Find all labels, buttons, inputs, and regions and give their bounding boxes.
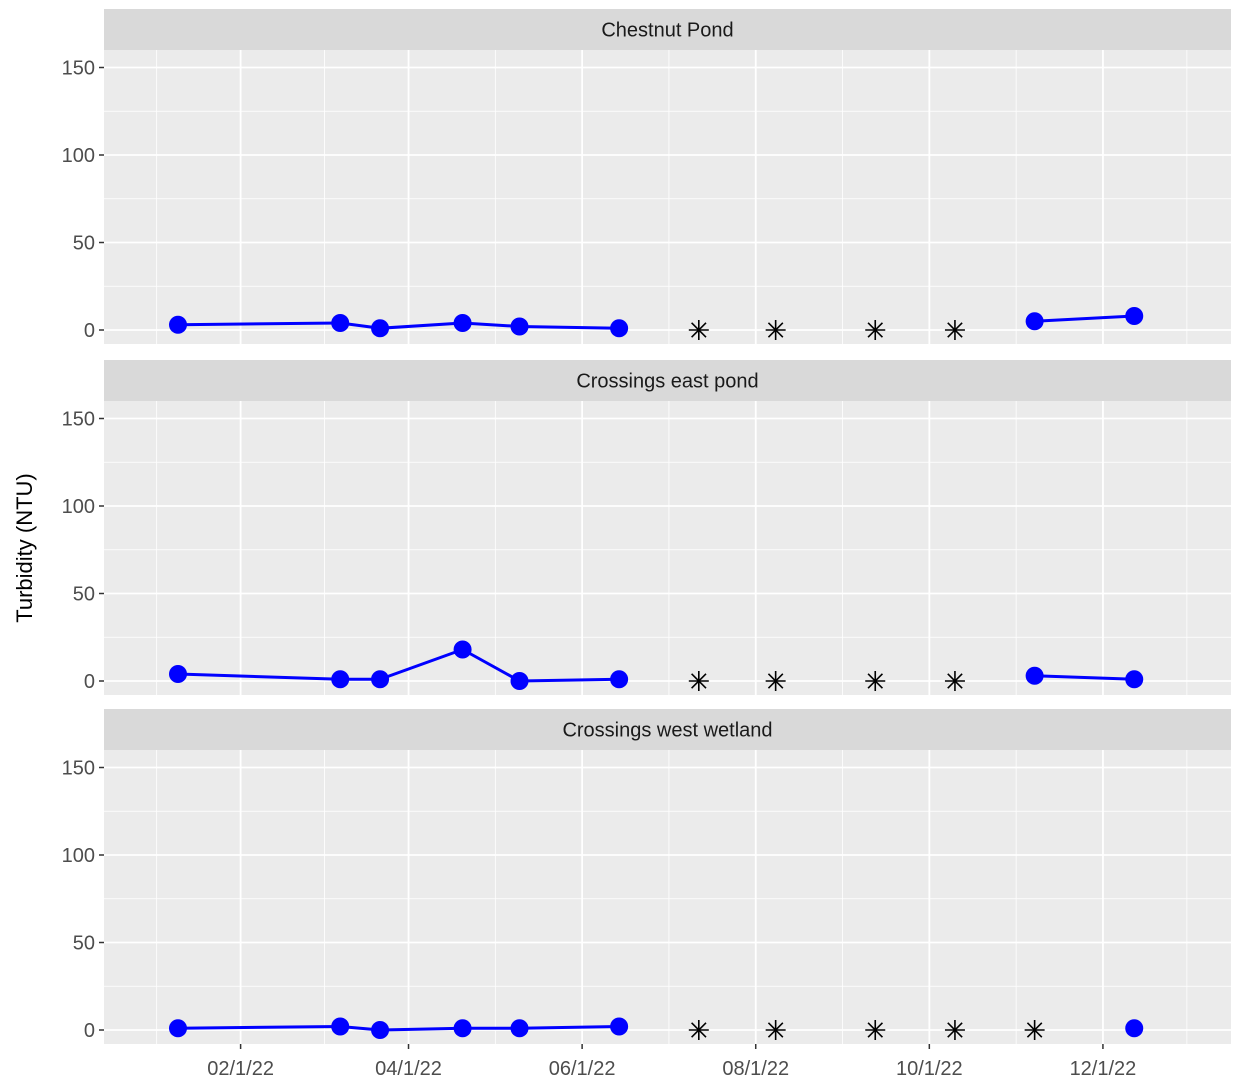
y-tick-label: 0	[84, 1020, 95, 1042]
missing-data-marker	[1024, 1020, 1045, 1040]
y-tick-label: 150	[62, 58, 95, 80]
x-tick-label: 02/1/22	[207, 1058, 274, 1080]
data-point	[168, 1019, 187, 1038]
data-point	[453, 314, 472, 332]
y-tick-label: 100	[62, 845, 95, 867]
missing-data-marker	[688, 1020, 709, 1040]
panel-1: Chestnut Pond 0 50 100 150	[62, 9, 1231, 344]
data-point	[1025, 666, 1044, 685]
missing-data-marker	[944, 1020, 965, 1040]
missing-data-marker	[865, 1020, 886, 1040]
panel-title: Crossings west wetland	[562, 720, 772, 742]
missing-data-marker	[765, 1020, 786, 1040]
series-line-segment	[379, 321, 463, 330]
panel-background	[104, 750, 1231, 1044]
data-point	[610, 670, 629, 689]
y-tick-label: 100	[62, 496, 95, 518]
data-point	[1125, 1019, 1144, 1038]
data-point	[453, 640, 472, 659]
missing-data-marker	[688, 671, 709, 691]
y-tick-label: 150	[62, 758, 95, 780]
series-line-segment	[380, 1026, 463, 1032]
missing-data-marker	[865, 671, 886, 691]
series-line-segment	[462, 321, 520, 328]
y-tick-label: 50	[73, 233, 95, 255]
series-line-segment	[379, 648, 464, 681]
series-line-segment	[461, 648, 521, 683]
data-point	[371, 319, 390, 338]
panel-title: Crossings east pond	[576, 371, 758, 393]
y-tick-label: 100	[62, 145, 95, 167]
series-line-segment	[177, 672, 341, 681]
y-axis-title: Turbidity (NTU)	[12, 473, 37, 623]
missing-data-marker	[865, 320, 886, 340]
missing-data-marker	[765, 320, 786, 340]
x-tick-label: 04/1/22	[375, 1058, 442, 1080]
panel-background	[104, 401, 1231, 695]
data-point	[510, 1019, 529, 1038]
data-point	[1025, 312, 1044, 331]
y-tick-label: 150	[62, 409, 95, 431]
series-line-segment	[519, 1025, 620, 1030]
panel-title: Chestnut Pond	[601, 20, 733, 42]
data-point	[371, 670, 390, 689]
panel-2: Crossings east pond 0 50 100 150	[62, 360, 1231, 695]
panel-3: Crossings west wetland 0 50 100 150	[62, 709, 1231, 1044]
data-point	[168, 665, 187, 683]
data-point	[371, 1021, 390, 1039]
data-point	[510, 672, 529, 690]
missing-data-marker	[765, 671, 786, 691]
data-point	[168, 315, 187, 334]
missing-data-marker	[944, 671, 965, 691]
series-line-segment	[1034, 314, 1135, 323]
y-tick-label: 0	[84, 320, 95, 342]
y-tick-label: 50	[73, 584, 95, 606]
panel-strip	[104, 709, 1231, 750]
panel-strip	[104, 360, 1231, 401]
data-point	[453, 1019, 472, 1038]
missing-data-marker	[688, 320, 709, 340]
missing-data-marker	[944, 320, 965, 340]
data-point	[331, 670, 350, 689]
y-tick-label: 0	[84, 671, 95, 693]
x-tick-label: 08/1/22	[722, 1058, 789, 1080]
data-point	[331, 1017, 350, 1036]
x-tick-label: 06/1/22	[549, 1058, 616, 1080]
data-point	[610, 1017, 629, 1036]
data-point	[1125, 307, 1144, 325]
panel-strip	[104, 9, 1231, 50]
series-line-segment	[177, 321, 341, 327]
x-tick-label: 12/1/22	[1070, 1058, 1137, 1080]
x-axis: 02/1/22 04/1/22 06/1/22 08/1/22 10/1/22 12/1/…	[207, 1044, 1136, 1080]
series-line-segment	[519, 325, 620, 330]
y-tick-label: 50	[73, 933, 95, 955]
series-line-segment	[177, 1025, 341, 1030]
data-point	[1125, 670, 1144, 689]
data-point	[331, 314, 350, 332]
data-point	[610, 319, 629, 338]
panel-background	[104, 50, 1231, 344]
data-point	[510, 317, 529, 336]
series-line-segment	[1034, 674, 1135, 681]
x-tick-label: 10/1/22	[896, 1058, 963, 1080]
series-line-segment	[519, 677, 620, 683]
